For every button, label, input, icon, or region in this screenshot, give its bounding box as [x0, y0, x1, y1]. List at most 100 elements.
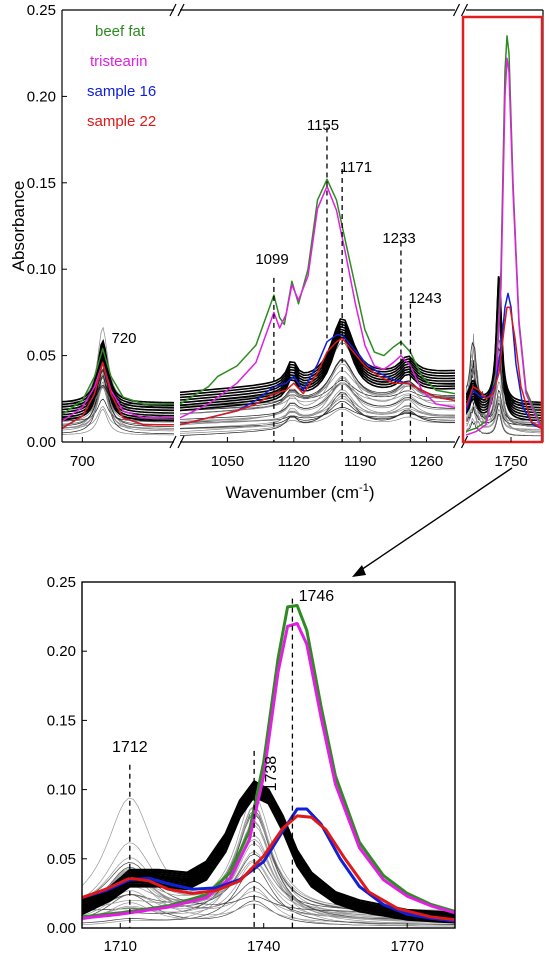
sample-curves-group [180, 317, 455, 436]
dense-sample-curve [82, 795, 455, 924]
axis-break-gap [174, 5, 180, 15]
sample-curve [62, 372, 174, 432]
sample-curve [466, 361, 541, 424]
dense-sample-curve [82, 783, 455, 918]
axis-break-slash [177, 435, 185, 449]
series-line-beef-fat [82, 604, 455, 919]
sample-curve [466, 402, 541, 426]
series-line-tristearin [466, 57, 541, 436]
legend-entry: sample 16 [87, 83, 156, 100]
axis-break-slash [177, 3, 185, 17]
dense-sample-curve [180, 333, 455, 409]
dense-sample-curve [180, 330, 455, 406]
sample-curve [180, 382, 455, 420]
axis-break-slash [169, 3, 177, 17]
legend-entry: sample 22 [87, 113, 156, 130]
sample-curve [180, 398, 455, 424]
sample-curve [62, 408, 174, 436]
peak-annotation-label: 1746 [299, 588, 335, 605]
x-tick-label: 1120 [278, 453, 310, 470]
series-line-sample-22 [180, 337, 455, 426]
axis-break-gap [455, 5, 466, 15]
dense-sample-curve [82, 781, 455, 916]
peak-annotation-label: 1712 [112, 739, 148, 756]
dense-sample-curve [180, 317, 455, 394]
series-line-tristearin [82, 622, 455, 920]
y-tick-label: 0.05 [47, 851, 76, 868]
dense-sample-curve [82, 792, 455, 922]
series-group [180, 185, 455, 419]
x-tick-label: 1190 [344, 453, 376, 470]
connector-arrowhead [352, 565, 366, 577]
peak-annotation-label: 1155 [307, 117, 339, 134]
dense-sample-curve [180, 328, 455, 404]
series-group [62, 347, 174, 416]
x-tick-label: 1260 [410, 453, 443, 470]
legend-entry: beef fat [95, 23, 146, 40]
x-axis-label-superscript: -1 [359, 482, 369, 494]
series-group [62, 361, 174, 429]
x-axis-label: Wavenumber (cm-1) [226, 482, 375, 502]
peak-annotation-label: 1099 [255, 251, 288, 268]
sample-curve [62, 376, 174, 435]
axis-break-gap [455, 437, 466, 447]
dense-sample-curve [180, 336, 455, 412]
sample-curve [82, 811, 455, 922]
sample-curve [466, 399, 541, 430]
x-tick-label: 1750 [494, 453, 527, 470]
zoom-region-highlight [461, 15, 544, 444]
x-tick-label: 1740 [247, 938, 280, 955]
dense-sample-curve [62, 344, 174, 409]
x-tick-label: 1710 [104, 938, 137, 955]
series-group [180, 337, 455, 426]
sample-curve [62, 384, 174, 429]
x-tick-label: 700 [70, 453, 95, 470]
plot-area [82, 604, 455, 927]
sample-curve [180, 360, 455, 412]
series-line-sample-22 [82, 814, 455, 922]
y-tick-label: 0.10 [27, 261, 56, 278]
series-line-sample-16 [82, 807, 455, 923]
axis-break-slash [452, 3, 461, 17]
sample-curves-group [466, 276, 541, 437]
plot-frame [81, 581, 456, 929]
sample-curve [180, 408, 455, 430]
y-tick-label: 0.25 [47, 574, 76, 591]
zoom-connector-arrow [352, 467, 513, 577]
y-tick-label: 0.25 [27, 2, 56, 19]
y-tick-label: 0.15 [27, 175, 56, 192]
dense-sample-curve [62, 338, 174, 404]
y-tick-label: 0.15 [47, 712, 76, 729]
peak-annotation-label: 1738 [263, 756, 280, 792]
sample-curve [180, 377, 455, 433]
sample-curve [82, 866, 455, 925]
top-chart: 0.00 0.05 0.10 0.15 0.20 0.25 Absorbance 700 105… [9, 2, 544, 502]
y-tick-label: 0.05 [27, 348, 56, 365]
sample-curve [82, 821, 455, 912]
axis-break-gap [174, 437, 180, 447]
sample-curve [180, 382, 455, 411]
sample-curve [180, 360, 455, 415]
series-line-tristearin [180, 185, 455, 419]
sample-curve [180, 401, 455, 429]
x-tick-label: 1770 [390, 938, 423, 955]
series-group [466, 57, 541, 436]
axis-break-slash [452, 435, 461, 449]
series-line-sample-22 [62, 361, 174, 429]
y-tick-label: 0.20 [27, 88, 56, 105]
dense-sample-curve [62, 341, 174, 407]
dense-sample-curve [466, 276, 541, 404]
peak-annotation-label: 1233 [382, 230, 415, 247]
peak-annotation-label: 1171 [340, 159, 372, 176]
sample-curve [466, 402, 541, 431]
sample-curve [180, 359, 455, 415]
series-line-sample-16 [466, 292, 541, 429]
axis-break-slash [169, 435, 177, 449]
y-tick-label: 0.20 [47, 643, 76, 660]
series-group [466, 292, 541, 429]
bottom-chart: 0.00 0.05 0.10 0.15 0.20 0.25 1710 1740 1770 1712… [47, 574, 456, 955]
series-line-beef-fat [62, 347, 174, 416]
peak-annotation-label: 720 [111, 330, 136, 347]
series-group [466, 306, 541, 429]
